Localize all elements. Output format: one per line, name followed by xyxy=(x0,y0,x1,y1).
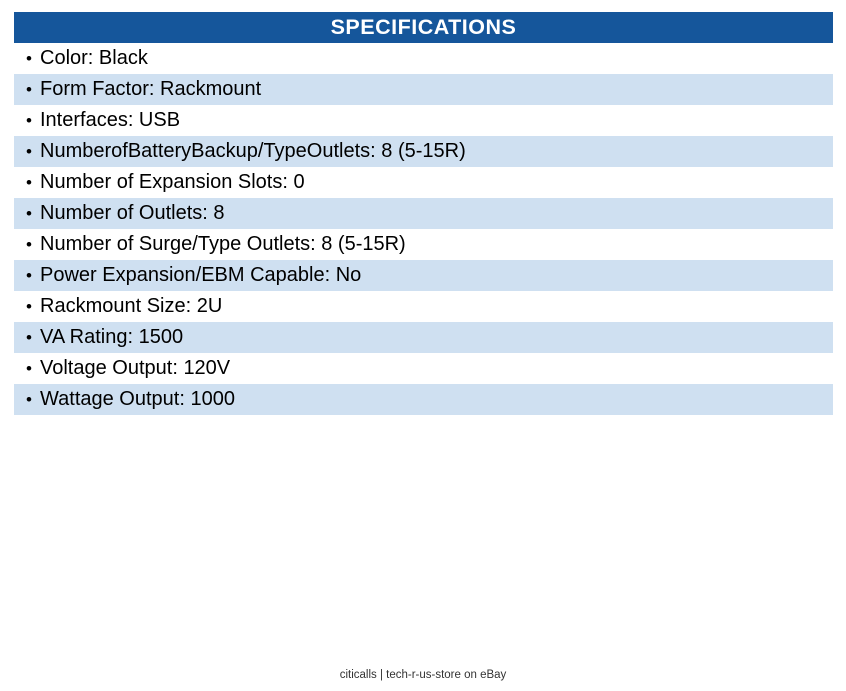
spec-row: • Form Factor: Rackmount xyxy=(14,74,833,105)
spec-row: • Interfaces: USB xyxy=(14,105,833,136)
bullet-icon: • xyxy=(26,48,32,68)
bullet-icon: • xyxy=(26,327,32,347)
spec-text: Wattage Output: 1000 xyxy=(40,388,235,410)
spec-text: Form Factor: Rackmount xyxy=(40,78,262,100)
bullet-icon: • xyxy=(26,265,32,285)
spec-row: • Color: Black xyxy=(14,43,833,74)
bullet-icon: • xyxy=(26,234,32,254)
specifications-header: SPECIFICATIONS xyxy=(14,12,833,43)
bullet-icon: • xyxy=(26,203,32,223)
spec-text: Voltage Output: 120V xyxy=(40,357,231,379)
spec-text: Number of Expansion Slots: 0 xyxy=(40,171,305,193)
bullet-icon: • xyxy=(26,389,32,409)
specifications-title: SPECIFICATIONS xyxy=(330,15,517,39)
spec-text: VA Rating: 1500 xyxy=(40,326,184,348)
spec-row: • NumberofBatteryBackup/TypeOutlets: 8 (5… xyxy=(14,136,833,167)
spec-row: • Rackmount Size: 2U xyxy=(14,291,833,322)
specifications-table: SPECIFICATIONS • Color: Black • Form Factor… xyxy=(14,12,833,415)
bullet-icon: • xyxy=(26,110,32,130)
bullet-icon: • xyxy=(26,141,32,161)
spec-text: NumberofBatteryBackup/TypeOutlets: 8 (5-… xyxy=(40,140,466,162)
spec-row: • Number of Outlets: 8 xyxy=(14,198,833,229)
spec-row: • Wattage Output: 1000 xyxy=(14,384,833,415)
spec-row: • Number of Expansion Slots: 0 xyxy=(14,167,833,198)
spec-text: Number of Surge/Type Outlets: 8 (5-15R) xyxy=(40,233,406,255)
spec-text: Rackmount Size: 2U xyxy=(40,295,223,317)
spec-text: Power Expansion/EBM Capable: No xyxy=(40,264,362,286)
bullet-icon: • xyxy=(26,296,32,316)
bullet-icon: • xyxy=(26,358,32,378)
spec-row: • VA Rating: 1500 xyxy=(14,322,833,353)
spec-row: • Number of Surge/Type Outlets: 8 (5-15R) xyxy=(14,229,833,260)
spec-text: Number of Outlets: 8 xyxy=(40,202,225,224)
spec-rows: • Color: Black • Form Factor: Rackmount • Int… xyxy=(14,43,833,415)
footer-credit: citicalls | tech-r-us-store on eBay xyxy=(339,669,507,681)
bullet-icon: • xyxy=(26,172,32,192)
bullet-icon: • xyxy=(26,79,32,99)
spec-text: Color: Black xyxy=(40,47,148,69)
spec-text: Interfaces: USB xyxy=(40,109,181,131)
spec-row: • Voltage Output: 120V xyxy=(14,353,833,384)
spec-row: • Power Expansion/EBM Capable: No xyxy=(14,260,833,291)
